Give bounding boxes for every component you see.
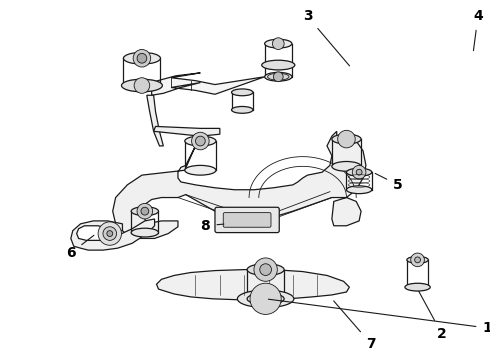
FancyBboxPatch shape <box>215 207 279 233</box>
Text: 8: 8 <box>200 219 224 233</box>
Ellipse shape <box>346 186 372 194</box>
Text: 6: 6 <box>66 235 94 260</box>
Circle shape <box>254 258 277 281</box>
Polygon shape <box>153 126 220 136</box>
Ellipse shape <box>131 207 158 216</box>
Ellipse shape <box>262 60 295 70</box>
Ellipse shape <box>247 264 284 275</box>
Ellipse shape <box>123 80 160 91</box>
Text: 4: 4 <box>473 9 483 51</box>
Circle shape <box>134 78 150 93</box>
Ellipse shape <box>407 256 428 263</box>
Circle shape <box>98 222 122 245</box>
Circle shape <box>133 49 151 67</box>
FancyBboxPatch shape <box>223 213 271 227</box>
Circle shape <box>352 165 366 179</box>
Circle shape <box>137 53 147 63</box>
Ellipse shape <box>265 72 292 81</box>
Circle shape <box>415 257 420 263</box>
Circle shape <box>107 231 113 237</box>
Ellipse shape <box>332 162 361 171</box>
Circle shape <box>411 253 424 267</box>
Circle shape <box>338 130 355 148</box>
Ellipse shape <box>237 290 294 307</box>
Circle shape <box>196 136 205 146</box>
Ellipse shape <box>268 73 289 80</box>
Ellipse shape <box>405 283 430 291</box>
Ellipse shape <box>131 228 158 237</box>
Ellipse shape <box>122 79 162 92</box>
Ellipse shape <box>332 134 361 144</box>
Polygon shape <box>156 270 349 300</box>
Ellipse shape <box>265 61 292 69</box>
Text: 3: 3 <box>303 9 349 66</box>
Text: 2: 2 <box>419 292 447 341</box>
Polygon shape <box>147 95 163 146</box>
Ellipse shape <box>185 136 216 146</box>
Circle shape <box>192 132 209 150</box>
Circle shape <box>103 227 117 240</box>
Polygon shape <box>113 131 366 238</box>
Circle shape <box>273 72 283 82</box>
Ellipse shape <box>407 284 428 291</box>
Circle shape <box>272 38 284 49</box>
Ellipse shape <box>232 107 253 113</box>
Text: 7: 7 <box>334 301 376 351</box>
Circle shape <box>250 283 281 314</box>
Ellipse shape <box>265 39 292 48</box>
Polygon shape <box>152 73 265 95</box>
Ellipse shape <box>123 53 160 64</box>
Text: 5: 5 <box>375 174 403 192</box>
Polygon shape <box>71 219 154 250</box>
Circle shape <box>356 169 362 175</box>
Ellipse shape <box>247 293 284 305</box>
Ellipse shape <box>185 165 216 175</box>
Ellipse shape <box>346 168 372 176</box>
Circle shape <box>141 207 149 215</box>
Circle shape <box>260 264 271 275</box>
Circle shape <box>137 203 153 219</box>
Ellipse shape <box>232 89 253 96</box>
Text: 1: 1 <box>269 299 490 335</box>
